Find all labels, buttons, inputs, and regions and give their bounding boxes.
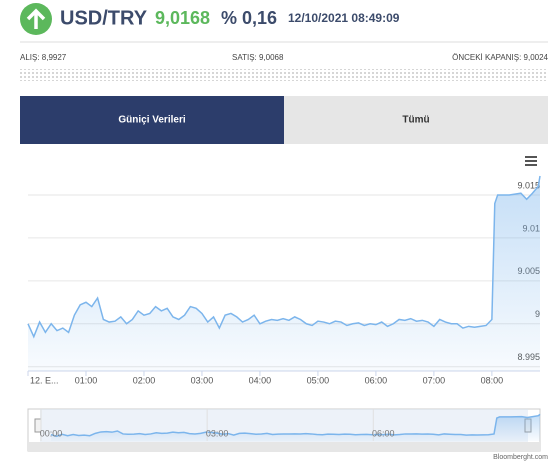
x-tick-label: 12. E... [30,375,59,385]
series-line [27,175,541,339]
x-tick-label: 08:00 [481,375,504,385]
tab-active[interactable] [20,96,284,144]
nav-tick-label: 06:00 [372,428,395,438]
x-tick-label: 06:00 [365,375,388,385]
tab-label[interactable]: Güniçi Verileri [118,115,185,126]
nav-tick-label: 03:00 [206,428,229,438]
y-tick-label: 9.015 [517,180,540,190]
menu-icon[interactable] [525,156,537,166]
x-tick-label: 07:00 [423,375,446,385]
dotted-band [20,69,548,81]
x-tick-label: 03:00 [191,375,214,385]
x-tick-label: 01:00 [75,375,98,385]
ask: SATIŞ: 9,0068 [232,53,284,62]
navigator-line [50,413,541,438]
symbol: USD/TRY [60,7,148,29]
tab-label[interactable]: Tümü [402,115,429,126]
x-tick-label: 02:00 [133,375,156,385]
price: 9,0168 [155,8,210,28]
credit: Bloomberght.com [493,454,548,461]
up-arrow [26,8,46,29]
x-tick-label: 05:00 [307,375,330,385]
scrollbar[interactable] [28,442,540,451]
nav-tick-label: 00:00 [40,428,63,438]
tab[interactable] [284,96,548,144]
change: % 0,16 [221,8,277,28]
datetime: 12/10/2021 08:49:09 [288,11,400,25]
x-tick-label: 04:00 [249,375,272,385]
series-area [28,176,540,371]
prev-close: ÖNCEKİ KAPANIŞ: 9,0024 [452,53,548,62]
bid: ALIŞ: 8,9927 [20,53,67,62]
